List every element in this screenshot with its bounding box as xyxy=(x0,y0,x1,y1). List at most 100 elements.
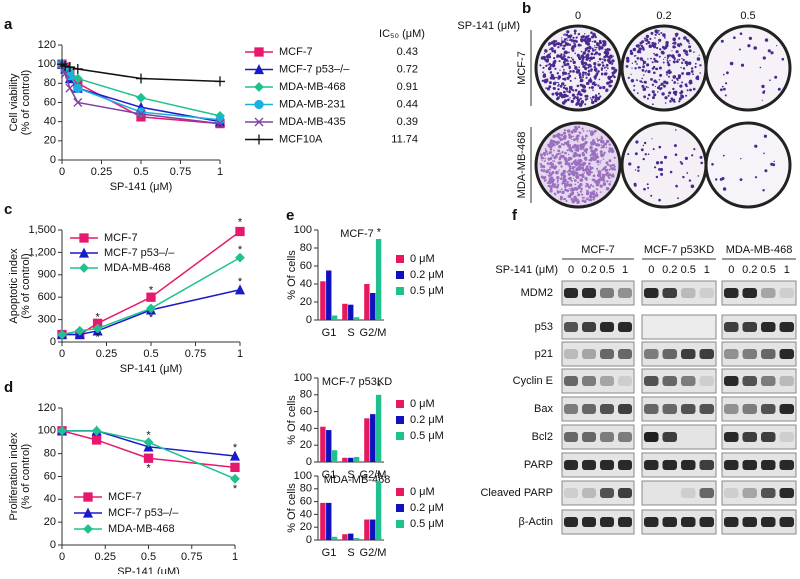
annotation: * xyxy=(377,381,382,393)
colony xyxy=(666,59,669,61)
colony xyxy=(589,77,592,80)
colony xyxy=(571,49,575,52)
colony xyxy=(651,44,655,48)
cell-line-label: MCF-7 xyxy=(581,244,615,256)
colony xyxy=(647,93,651,97)
colony xyxy=(542,157,545,160)
colony xyxy=(763,134,768,138)
blot-band xyxy=(681,349,696,359)
blot-band xyxy=(564,349,578,359)
colony xyxy=(719,177,723,181)
dose-value: 0.5 xyxy=(599,264,614,276)
colony xyxy=(584,71,587,75)
blot-band xyxy=(761,517,776,527)
colony xyxy=(580,187,583,191)
marker xyxy=(91,435,102,445)
colony xyxy=(548,184,552,188)
colony xyxy=(572,138,576,142)
colony xyxy=(597,42,599,44)
colony xyxy=(581,74,585,77)
colony xyxy=(589,198,593,202)
colony xyxy=(547,64,549,66)
colony xyxy=(564,197,567,201)
colony xyxy=(549,187,553,191)
marker xyxy=(254,99,264,110)
colony xyxy=(556,176,560,180)
colony xyxy=(590,68,593,71)
colony xyxy=(600,137,604,140)
colony xyxy=(656,60,659,63)
colony xyxy=(595,94,598,98)
colony xyxy=(596,137,598,140)
x-tick-label: 1 xyxy=(232,551,238,563)
colony xyxy=(587,44,590,46)
protein-label: p21 xyxy=(535,348,553,360)
marker xyxy=(234,284,246,295)
colony xyxy=(726,71,729,75)
protein-label: β-Actin xyxy=(519,516,553,528)
colony xyxy=(648,44,653,48)
y-axis-label: Apoptotic index xyxy=(8,248,20,324)
colony xyxy=(636,92,639,94)
colony xyxy=(678,100,681,103)
colony xyxy=(658,66,662,70)
colony xyxy=(680,162,684,165)
colony xyxy=(559,69,561,71)
colony xyxy=(747,44,751,48)
colony xyxy=(578,66,580,69)
blot-band xyxy=(699,460,714,470)
colony xyxy=(582,130,585,132)
colony xyxy=(603,67,606,69)
colony xyxy=(660,172,664,176)
blot-band xyxy=(582,376,596,386)
colony xyxy=(544,148,547,150)
bar xyxy=(326,502,332,540)
colony xyxy=(634,169,637,171)
colony xyxy=(667,63,671,67)
blot-band xyxy=(662,376,677,386)
colony xyxy=(636,57,640,60)
colony xyxy=(558,169,560,171)
colony xyxy=(654,37,656,39)
colony xyxy=(656,46,659,50)
blot-band xyxy=(699,404,714,414)
colony xyxy=(647,153,650,155)
dose-value: 1 xyxy=(784,264,790,276)
colony xyxy=(610,180,612,183)
colony xyxy=(562,169,566,174)
colony xyxy=(567,60,569,62)
colony xyxy=(585,179,588,181)
colony xyxy=(539,64,542,66)
colony xyxy=(585,182,588,185)
y-tick-label: 80 xyxy=(44,448,56,460)
colony xyxy=(552,87,556,90)
colony xyxy=(723,87,726,91)
colony xyxy=(592,174,596,178)
colony xyxy=(552,50,554,52)
colony xyxy=(547,180,550,183)
dose-value: 0.2 xyxy=(742,264,757,276)
colony xyxy=(605,187,610,191)
colony xyxy=(559,190,562,193)
chart-title: MCF-7 xyxy=(340,228,374,240)
colony xyxy=(630,79,635,83)
colony xyxy=(665,41,669,45)
colony xyxy=(633,182,637,186)
colony xyxy=(611,63,613,66)
blot-band xyxy=(742,349,757,359)
colony xyxy=(545,150,548,153)
marker xyxy=(229,450,241,461)
colony xyxy=(568,165,572,169)
y-tick-label: 20 xyxy=(300,296,312,308)
legend-label: MCF-7 xyxy=(104,232,138,244)
colony xyxy=(577,159,581,163)
marker xyxy=(57,329,67,340)
blot-band xyxy=(662,349,677,359)
marker xyxy=(64,62,75,73)
colony xyxy=(586,55,589,58)
legend-label: 0 μM xyxy=(410,398,435,410)
blot-band xyxy=(724,349,739,359)
colony xyxy=(586,74,588,76)
colony xyxy=(579,93,583,97)
legend-swatch xyxy=(396,432,404,440)
